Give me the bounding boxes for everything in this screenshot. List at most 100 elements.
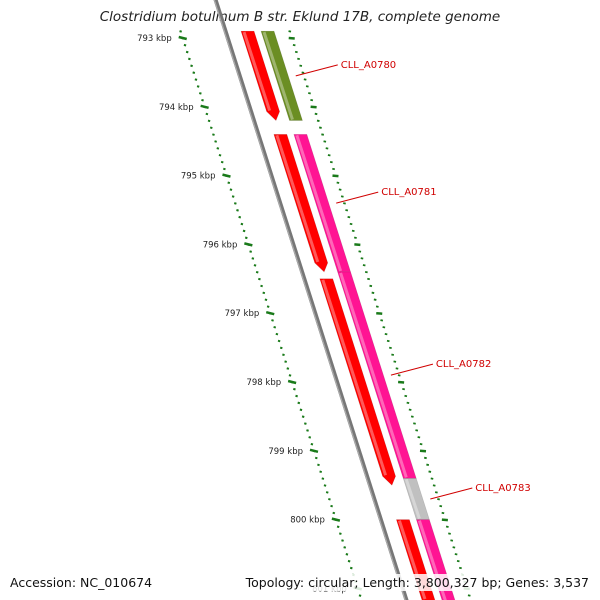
gene-track-tick xyxy=(310,105,317,109)
gene-track-tick xyxy=(391,353,395,356)
gene-track-tick xyxy=(327,154,331,157)
gene-track-tick xyxy=(404,394,408,398)
gene-track-tick xyxy=(454,553,458,556)
gene-track-tick xyxy=(380,319,384,322)
scale-major-tick xyxy=(244,242,253,247)
scale-minor-tick xyxy=(244,236,248,240)
scale-tick-label: 796 kbp xyxy=(203,240,238,250)
gene-track-tick xyxy=(452,546,456,549)
gene-track-tick xyxy=(456,559,460,563)
scale-minor-tick xyxy=(275,332,279,336)
scale-minor-tick xyxy=(301,415,305,418)
gene-track-tick xyxy=(305,85,309,88)
gene-feature-highlight xyxy=(404,478,421,520)
gene-track-tick xyxy=(369,284,373,288)
scale-minor-tick xyxy=(212,133,215,136)
scale-minor-tick xyxy=(266,305,270,308)
scale-minor-tick xyxy=(229,188,233,191)
gene-track-tick xyxy=(321,133,325,136)
scale-minor-tick xyxy=(223,167,226,171)
scale-minor-tick xyxy=(332,511,336,515)
scale-minor-tick xyxy=(258,277,261,281)
gene-label[interactable]: CLL_A0780 xyxy=(341,60,396,71)
gene-track-tick xyxy=(398,380,405,384)
gene-track-tick xyxy=(316,119,320,122)
gene-track-tick xyxy=(345,209,349,212)
gene-track-tick xyxy=(428,470,432,473)
gene-feature-highlight xyxy=(262,31,294,121)
genome-title: Clostridium botulinum B str. Eklund 17B,… xyxy=(99,9,501,25)
gene-label[interactable]: CLL_A0781 xyxy=(381,187,436,198)
scale-minor-tick xyxy=(190,64,193,68)
scale-minor-tick xyxy=(314,456,318,460)
scale-minor-tick xyxy=(282,353,285,357)
gene-track-tick xyxy=(445,525,449,528)
scale-minor-tick xyxy=(303,422,307,425)
scale-minor-tick xyxy=(179,30,182,33)
scale-minor-tick xyxy=(297,401,301,405)
gene-track-tick xyxy=(384,332,388,336)
scale-minor-tick xyxy=(319,470,323,474)
gene-track-tick xyxy=(439,504,443,508)
gene-track-tick xyxy=(410,415,414,418)
scale-minor-tick xyxy=(242,229,246,233)
gene-track-tick xyxy=(430,477,434,480)
scale-minor-tick xyxy=(227,181,231,185)
gene-track-tick xyxy=(297,57,300,61)
gene-feature[interactable] xyxy=(260,30,303,121)
scale-minor-tick xyxy=(238,215,242,219)
gene-track-tick xyxy=(358,250,362,253)
scale-minor-tick xyxy=(347,559,351,563)
gene-track-tick xyxy=(408,408,412,411)
scale-major-tick xyxy=(331,517,341,522)
scale-minor-tick xyxy=(240,222,244,226)
gene-track-tick xyxy=(362,264,366,267)
cds-feature[interactable] xyxy=(273,134,329,273)
scale-minor-tick xyxy=(214,140,218,143)
gene-track-tick xyxy=(376,311,383,315)
gene-label-leader xyxy=(430,487,473,500)
scale-minor-tick xyxy=(310,442,314,446)
scale-minor-tick xyxy=(216,147,220,150)
scale-minor-tick xyxy=(249,250,253,253)
scale-major-tick xyxy=(265,310,275,316)
gene-track-tick xyxy=(301,71,305,74)
gene-track-tick xyxy=(323,140,327,143)
gene-track-tick xyxy=(349,222,353,226)
scale-minor-tick xyxy=(308,436,312,439)
scale-minor-tick xyxy=(194,78,198,81)
gene-label[interactable]: CLL_A0783 xyxy=(475,483,530,494)
gene-label[interactable]: CLL_A0782 xyxy=(436,359,491,370)
scale-minor-tick xyxy=(336,525,340,529)
gene-track-tick xyxy=(389,346,392,349)
accession-text: Accession: NC_010674 xyxy=(9,574,154,591)
gene-track-tick xyxy=(360,257,364,260)
scale-minor-tick xyxy=(188,57,191,61)
scale-minor-tick xyxy=(260,284,263,288)
gene-track-tick xyxy=(310,99,314,102)
scale-minor-tick xyxy=(325,491,329,494)
gene-track-tick xyxy=(402,387,405,391)
scale-minor-tick xyxy=(286,367,290,370)
gene-track-tick xyxy=(397,374,401,377)
cds-feature[interactable] xyxy=(319,278,396,486)
gene-track-tick xyxy=(415,429,419,432)
gene-track-tick xyxy=(419,443,423,446)
cds-feature[interactable] xyxy=(240,30,280,122)
scale-tick-label: 798 kbp xyxy=(246,378,281,388)
gene-track-tick xyxy=(332,167,335,171)
scale-tick-label: 797 kbp xyxy=(225,309,260,319)
gene-feature-highlight xyxy=(295,134,343,272)
scale-minor-tick xyxy=(358,594,362,597)
gene-track-tick xyxy=(373,298,377,301)
gene-track-tick xyxy=(371,291,375,294)
scale-minor-tick xyxy=(196,85,200,88)
gene-track-tick xyxy=(318,126,322,129)
scale-minor-tick xyxy=(201,98,204,102)
cds-feature-highlight xyxy=(242,31,272,112)
scale-minor-tick xyxy=(349,566,353,570)
scale-minor-tick xyxy=(231,195,235,198)
scale-minor-tick xyxy=(279,346,283,350)
scale-minor-tick xyxy=(288,374,292,377)
